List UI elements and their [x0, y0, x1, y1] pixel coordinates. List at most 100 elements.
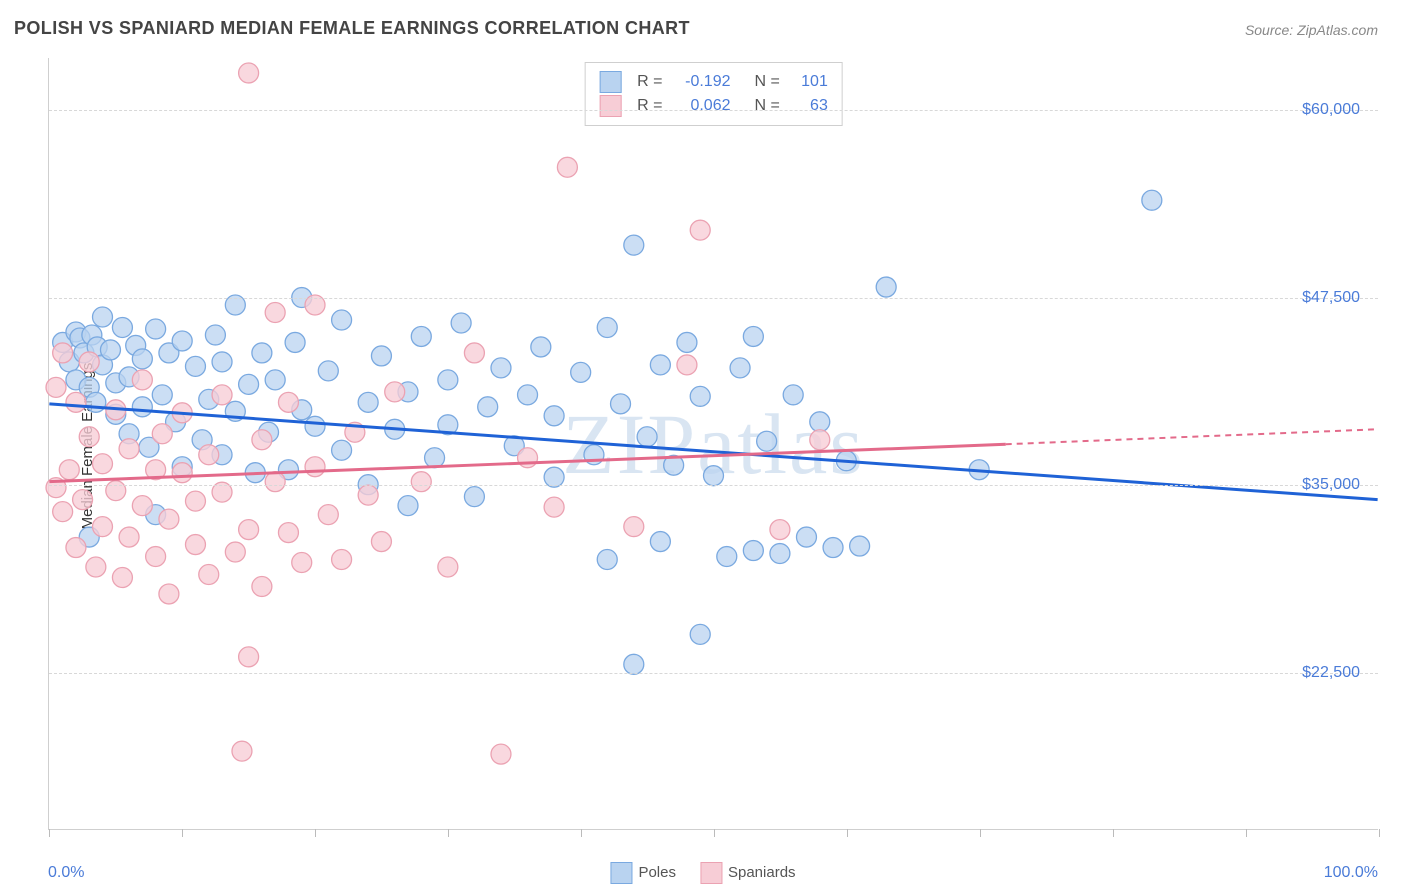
legend-item-poles: Poles: [610, 862, 676, 884]
spaniards-point: [172, 463, 192, 483]
spaniards-point: [46, 377, 66, 397]
poles-point: [690, 624, 710, 644]
spaniards-point: [73, 490, 93, 510]
spaniards-point: [464, 343, 484, 363]
spaniards-point: [677, 355, 697, 375]
spaniards-point: [411, 472, 431, 492]
poles-point: [438, 370, 458, 390]
x-tick: [1113, 829, 1114, 837]
poles-point: [205, 325, 225, 345]
gridline: [49, 485, 1378, 486]
source-attribution: Source: ZipAtlas.com: [1245, 22, 1378, 38]
spaniards-point: [199, 445, 219, 465]
poles-point: [172, 331, 192, 351]
spaniards-point: [544, 497, 564, 517]
poles-point: [491, 358, 511, 378]
poles-point: [650, 532, 670, 552]
spaniards-trendline-extrapolated: [1006, 429, 1378, 444]
r-label: R =: [637, 97, 662, 115]
gridline: [49, 110, 1378, 111]
poles-point: [451, 313, 471, 333]
n-value: 63: [790, 97, 828, 115]
poles-point: [132, 349, 152, 369]
poles-point: [650, 355, 670, 375]
spaniards-point: [239, 647, 259, 667]
poles-point: [770, 544, 790, 564]
spaniards-point: [371, 532, 391, 552]
spaniards-point: [93, 517, 113, 537]
poles-point: [1142, 190, 1162, 210]
spaniards-point: [79, 427, 99, 447]
r-value: 0.062: [673, 97, 731, 115]
poles-point: [332, 310, 352, 330]
poles-point: [544, 406, 564, 426]
spaniards-point: [232, 741, 252, 761]
poles-point: [783, 385, 803, 405]
spaniards-point: [159, 509, 179, 529]
poles-point: [212, 352, 232, 372]
poles-point: [810, 412, 830, 432]
poles-point: [112, 317, 132, 337]
spaniards-point: [770, 520, 790, 540]
poles-point: [146, 319, 166, 339]
poles-point: [93, 307, 113, 327]
poles-point: [239, 374, 259, 394]
spaniards-point: [557, 157, 577, 177]
chart-svg: [49, 58, 1378, 829]
series-legend: Poles Spaniards: [610, 862, 795, 884]
poles-point: [371, 346, 391, 366]
poles-point: [743, 541, 763, 561]
x-tick: [182, 829, 183, 837]
poles-point: [611, 394, 631, 414]
plot-area: ZIPatlas R =-0.192N =101R =0.062N =63 $2…: [48, 58, 1378, 830]
poles-point: [690, 386, 710, 406]
y-tick-label: $22,500: [1302, 664, 1360, 682]
poles-point: [624, 654, 644, 674]
spaniards-point: [66, 538, 86, 558]
poles-point: [597, 550, 617, 570]
gridline: [49, 298, 1378, 299]
x-axis-max-label: 100.0%: [1324, 864, 1378, 882]
spaniards-point: [106, 481, 126, 501]
poles-point: [876, 277, 896, 297]
poles-point: [152, 385, 172, 405]
poles-point: [100, 340, 120, 360]
spaniards-point: [53, 502, 73, 522]
spaniards-point: [152, 424, 172, 444]
legend-label: Spaniards: [728, 864, 796, 881]
poles-point: [757, 431, 777, 451]
legend-label: Poles: [638, 864, 676, 881]
spaniards-point: [59, 460, 79, 480]
legend-item-spaniards: Spaniards: [700, 862, 796, 884]
spaniards-point: [66, 392, 86, 412]
poles-point: [425, 448, 445, 468]
spaniards-point: [438, 557, 458, 577]
poles-point: [252, 343, 272, 363]
spaniards-point: [185, 491, 205, 511]
chart-title: POLISH VS SPANIARD MEDIAN FEMALE EARNING…: [14, 18, 690, 39]
n-label: N =: [755, 97, 780, 115]
y-tick-label: $47,500: [1302, 289, 1360, 307]
poles-point: [518, 385, 538, 405]
poles-point: [796, 527, 816, 547]
spaniards-point: [385, 382, 405, 402]
r-value: -0.192: [673, 73, 731, 91]
spaniards-point: [265, 303, 285, 323]
spaniards-point: [132, 496, 152, 516]
poles-point: [332, 440, 352, 460]
spaniards-point: [79, 352, 99, 372]
x-tick: [49, 829, 50, 837]
spaniards-point: [292, 553, 312, 573]
r-label: R =: [637, 73, 662, 91]
n-label: N =: [755, 73, 780, 91]
spaniards-point: [318, 505, 338, 525]
poles-point: [823, 538, 843, 558]
poles-point: [571, 362, 591, 382]
spaniards-point: [53, 343, 73, 363]
spaniards-point: [278, 392, 298, 412]
y-tick-label: $35,000: [1302, 476, 1360, 494]
spaniards-swatch-icon: [599, 95, 621, 117]
poles-point: [531, 337, 551, 357]
poles-point: [850, 536, 870, 556]
spaniards-point: [239, 63, 259, 83]
